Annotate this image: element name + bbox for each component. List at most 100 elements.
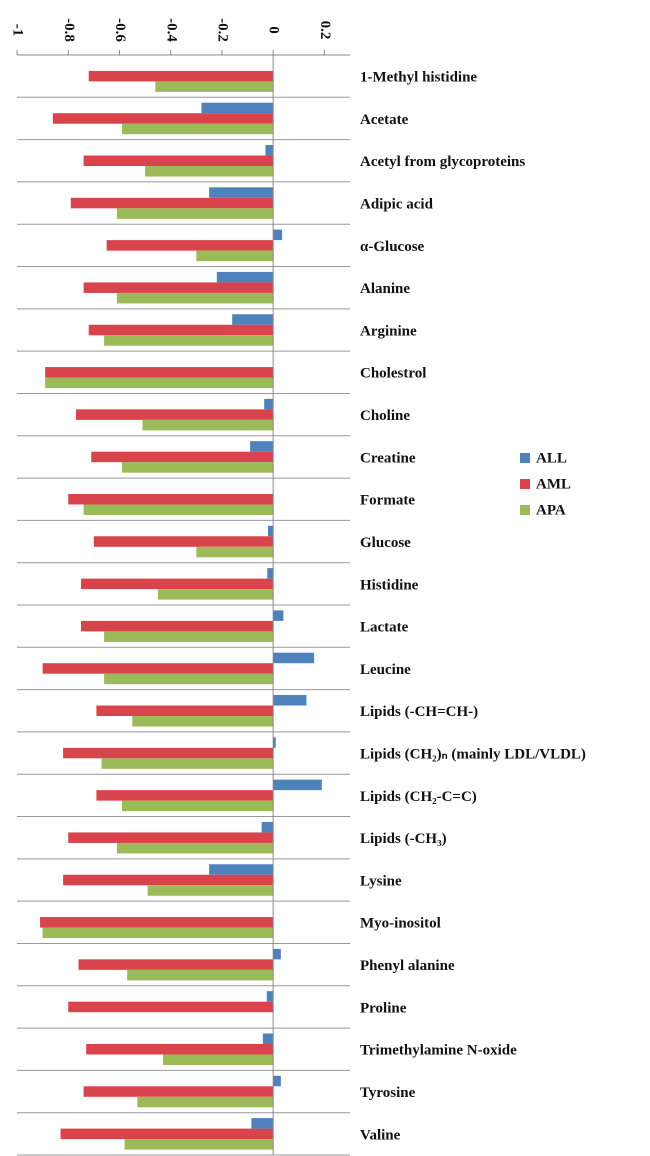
bar bbox=[83, 282, 274, 293]
legend-swatch bbox=[520, 505, 530, 515]
bar bbox=[163, 1054, 274, 1065]
bar bbox=[81, 620, 274, 632]
bar bbox=[209, 864, 274, 875]
bar bbox=[104, 631, 274, 642]
bar bbox=[155, 81, 274, 92]
bar bbox=[42, 663, 274, 674]
bar bbox=[266, 991, 274, 1002]
category-label: Tyrosine bbox=[360, 1085, 416, 1101]
bar bbox=[83, 1086, 274, 1097]
bar bbox=[251, 1118, 274, 1129]
bar bbox=[68, 832, 274, 843]
bar bbox=[106, 240, 274, 251]
category-label: Adipic acid bbox=[360, 197, 434, 213]
bar bbox=[81, 578, 274, 590]
category-label: Acetyl from glycoproteins bbox=[360, 154, 525, 170]
bar bbox=[63, 747, 274, 759]
bar bbox=[96, 790, 274, 801]
bar bbox=[196, 250, 274, 262]
category-label: Arginine bbox=[360, 323, 417, 339]
bar bbox=[88, 324, 274, 336]
bar bbox=[273, 652, 315, 664]
bar bbox=[273, 695, 307, 706]
category-label: 1-Methyl histidine bbox=[360, 70, 477, 86]
category-label: Lysine bbox=[360, 873, 402, 889]
bar bbox=[127, 969, 274, 981]
bar bbox=[104, 335, 274, 346]
category-label: Myo-inositol bbox=[360, 916, 441, 932]
legend-swatch bbox=[520, 453, 530, 463]
bar bbox=[145, 166, 274, 177]
bar bbox=[93, 536, 274, 547]
bar bbox=[147, 885, 274, 896]
bar bbox=[40, 917, 274, 928]
category-label: Lipids (-CH=CH-) bbox=[360, 704, 478, 720]
category-label: Leucine bbox=[360, 662, 411, 678]
bar bbox=[101, 758, 274, 769]
bar bbox=[75, 409, 274, 420]
bar bbox=[250, 441, 274, 452]
bar bbox=[86, 1043, 274, 1055]
category-label: α-Glucose bbox=[360, 239, 425, 255]
bar bbox=[268, 525, 274, 537]
category-label: Creatine bbox=[360, 450, 416, 466]
category-label: Lactate bbox=[360, 620, 409, 636]
bar bbox=[116, 292, 274, 304]
bar bbox=[273, 229, 283, 241]
category-label: Lipids (CH₂-C=C) bbox=[360, 789, 477, 805]
bar bbox=[132, 716, 274, 727]
x-tick-label: -0.2 bbox=[214, 18, 230, 42]
bar bbox=[157, 589, 274, 600]
bar bbox=[273, 1075, 281, 1087]
bar bbox=[273, 779, 322, 791]
bar bbox=[265, 145, 274, 156]
bar bbox=[273, 737, 276, 748]
bar bbox=[124, 1139, 274, 1150]
bar bbox=[70, 197, 274, 209]
category-label: Lipids (-CH₃) bbox=[360, 831, 447, 847]
bar bbox=[104, 673, 274, 685]
category-label: Lipids (CH₂)ₙ (mainly LDL/VLDL) bbox=[360, 747, 586, 763]
bar bbox=[116, 842, 274, 854]
bar bbox=[216, 271, 274, 283]
legend-swatch bbox=[520, 479, 530, 489]
bar bbox=[201, 102, 274, 114]
bar bbox=[273, 610, 284, 621]
legend-label: ALL bbox=[536, 450, 567, 466]
bar bbox=[142, 419, 274, 431]
bar bbox=[122, 462, 274, 473]
bar bbox=[267, 568, 274, 579]
bar bbox=[45, 377, 274, 389]
category-label: Phenyl alanine bbox=[360, 958, 455, 974]
bar bbox=[273, 948, 281, 960]
bar bbox=[83, 504, 274, 515]
legend-label: APA bbox=[536, 502, 566, 518]
bar bbox=[261, 821, 274, 833]
bar bbox=[68, 493, 274, 505]
category-label: Formate bbox=[360, 493, 415, 509]
category-label: Valine bbox=[360, 1127, 401, 1143]
bar bbox=[122, 800, 274, 812]
category-label: Acetate bbox=[360, 112, 409, 128]
category-label: Proline bbox=[360, 1000, 407, 1016]
category-label: Alanine bbox=[360, 281, 410, 297]
bar bbox=[83, 155, 274, 167]
bar bbox=[96, 705, 274, 717]
category-label: Glucose bbox=[360, 535, 411, 551]
bar bbox=[262, 1033, 274, 1044]
bar bbox=[116, 208, 274, 219]
bar bbox=[137, 1096, 274, 1108]
bar bbox=[42, 927, 274, 939]
category-label: Choline bbox=[360, 408, 410, 424]
bar bbox=[264, 398, 274, 410]
bar bbox=[122, 123, 274, 135]
bar bbox=[45, 367, 274, 378]
category-label: Trimethylamine N-oxide bbox=[360, 1043, 517, 1059]
bar bbox=[78, 959, 274, 970]
x-tick-label: -0.4 bbox=[163, 18, 179, 42]
x-tick-label: -0.8 bbox=[61, 18, 77, 42]
bar bbox=[88, 70, 274, 82]
bar bbox=[63, 874, 274, 886]
x-tick-label: 0 bbox=[266, 26, 282, 34]
